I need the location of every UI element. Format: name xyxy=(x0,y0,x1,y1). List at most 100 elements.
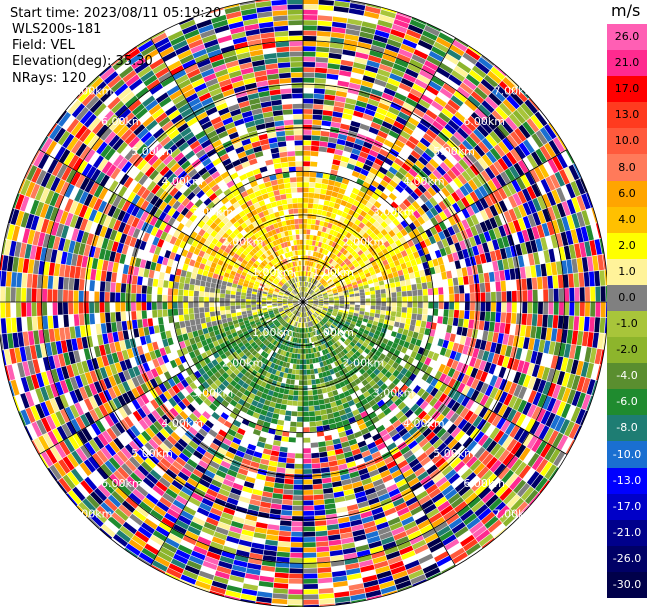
velocity-gate xyxy=(312,363,317,369)
velocity-gate xyxy=(305,245,309,250)
velocity-gate xyxy=(397,134,408,144)
velocity-gate xyxy=(334,226,341,232)
velocity-gate xyxy=(314,274,319,280)
velocity-gate xyxy=(303,109,313,114)
velocity-gate xyxy=(375,135,386,144)
velocity-gate xyxy=(417,225,425,234)
velocity-gate xyxy=(402,296,407,302)
velocity-gate xyxy=(391,297,397,302)
velocity-gate xyxy=(376,171,385,180)
velocity-gate xyxy=(433,302,439,309)
velocity-gate xyxy=(438,221,447,231)
velocity-gate xyxy=(303,166,310,172)
velocity-gate xyxy=(365,5,381,15)
velocity-gate xyxy=(296,427,303,433)
velocity-gate xyxy=(495,343,502,355)
velocity-gate xyxy=(506,95,520,110)
velocity-gate xyxy=(305,338,308,344)
velocity-gate xyxy=(449,350,457,360)
velocity-gate xyxy=(388,130,400,139)
velocity-gate xyxy=(289,568,303,574)
velocity-gate xyxy=(493,127,506,141)
velocity-gate xyxy=(452,252,459,262)
velocity-gate xyxy=(407,239,415,248)
velocity-gate xyxy=(306,294,310,298)
velocity-gate xyxy=(313,98,324,105)
velocity-gate xyxy=(531,183,542,198)
velocity-gate xyxy=(376,232,384,240)
velocity-gate xyxy=(552,384,562,399)
velocity-gate xyxy=(357,156,367,164)
velocity-gate xyxy=(407,302,413,308)
velocity-gate xyxy=(407,24,424,35)
velocity-gate xyxy=(592,332,599,348)
velocity-gate xyxy=(443,218,452,229)
velocity-gate xyxy=(566,214,576,230)
velocity-gate xyxy=(551,219,560,234)
velocity-gate xyxy=(526,227,535,241)
velocity-gate xyxy=(482,350,490,362)
velocity-gate xyxy=(446,270,453,279)
velocity-gate xyxy=(325,227,331,234)
velocity-gate xyxy=(388,106,400,116)
velocity-gate xyxy=(303,187,309,193)
velocity-gate xyxy=(513,87,528,103)
velocity-gate xyxy=(329,282,335,287)
velocity-gate xyxy=(391,342,399,349)
velocity-gate xyxy=(479,253,487,264)
velocity-gate xyxy=(303,292,305,297)
velocity-gate xyxy=(523,337,530,350)
velocity-gate xyxy=(494,377,503,389)
velocity-gate xyxy=(367,98,380,107)
velocity-gate xyxy=(506,291,512,302)
velocity-gate xyxy=(316,214,322,221)
velocity-gate xyxy=(322,260,327,266)
velocity-gate xyxy=(436,67,451,79)
velocity-gate xyxy=(425,109,438,120)
velocity-gate xyxy=(317,436,325,442)
velocity-gate xyxy=(309,166,317,172)
velocity-gate xyxy=(325,403,332,409)
velocity-gate xyxy=(349,323,356,328)
velocity-gate xyxy=(303,93,314,99)
velocity-gate xyxy=(346,185,354,192)
velocity-gate xyxy=(581,193,591,210)
velocity-gate xyxy=(411,164,422,174)
velocity-gate xyxy=(310,290,314,295)
velocity-gate xyxy=(547,206,556,221)
velocity-gate xyxy=(303,218,308,224)
velocity-gate xyxy=(324,255,329,262)
velocity-gate xyxy=(324,195,332,201)
velocity-gate xyxy=(207,326,214,333)
velocity-gate xyxy=(465,365,474,376)
velocity-gate xyxy=(581,257,589,272)
velocity-gate xyxy=(312,279,316,284)
velocity-gate xyxy=(306,295,311,299)
velocity-gate xyxy=(304,292,307,298)
velocity-gate xyxy=(397,111,410,121)
velocity-gate xyxy=(303,349,306,354)
velocity-gate xyxy=(201,322,207,329)
velocity-gate xyxy=(424,25,440,37)
velocity-gate xyxy=(370,309,376,314)
velocity-gate xyxy=(322,110,333,116)
velocity-gate xyxy=(457,174,468,185)
velocity-gate xyxy=(473,320,480,330)
velocity-gate xyxy=(339,305,345,309)
velocity-gate xyxy=(375,208,383,217)
velocity-gate xyxy=(303,4,318,10)
velocity-gate xyxy=(303,542,316,548)
velocity-gate xyxy=(418,156,429,166)
velocity-gate xyxy=(404,34,420,44)
velocity-gate xyxy=(303,584,318,589)
velocity-gate xyxy=(327,413,334,420)
velocity-gate xyxy=(429,124,441,136)
velocity-gate xyxy=(397,327,404,334)
velocity-gate xyxy=(534,111,548,127)
velocity-gate xyxy=(309,358,313,364)
velocity-gate xyxy=(376,153,387,162)
velocity-gate xyxy=(489,164,500,177)
velocity-gate xyxy=(390,315,396,322)
velocity-gate xyxy=(512,358,520,371)
velocity-gate xyxy=(329,252,334,259)
